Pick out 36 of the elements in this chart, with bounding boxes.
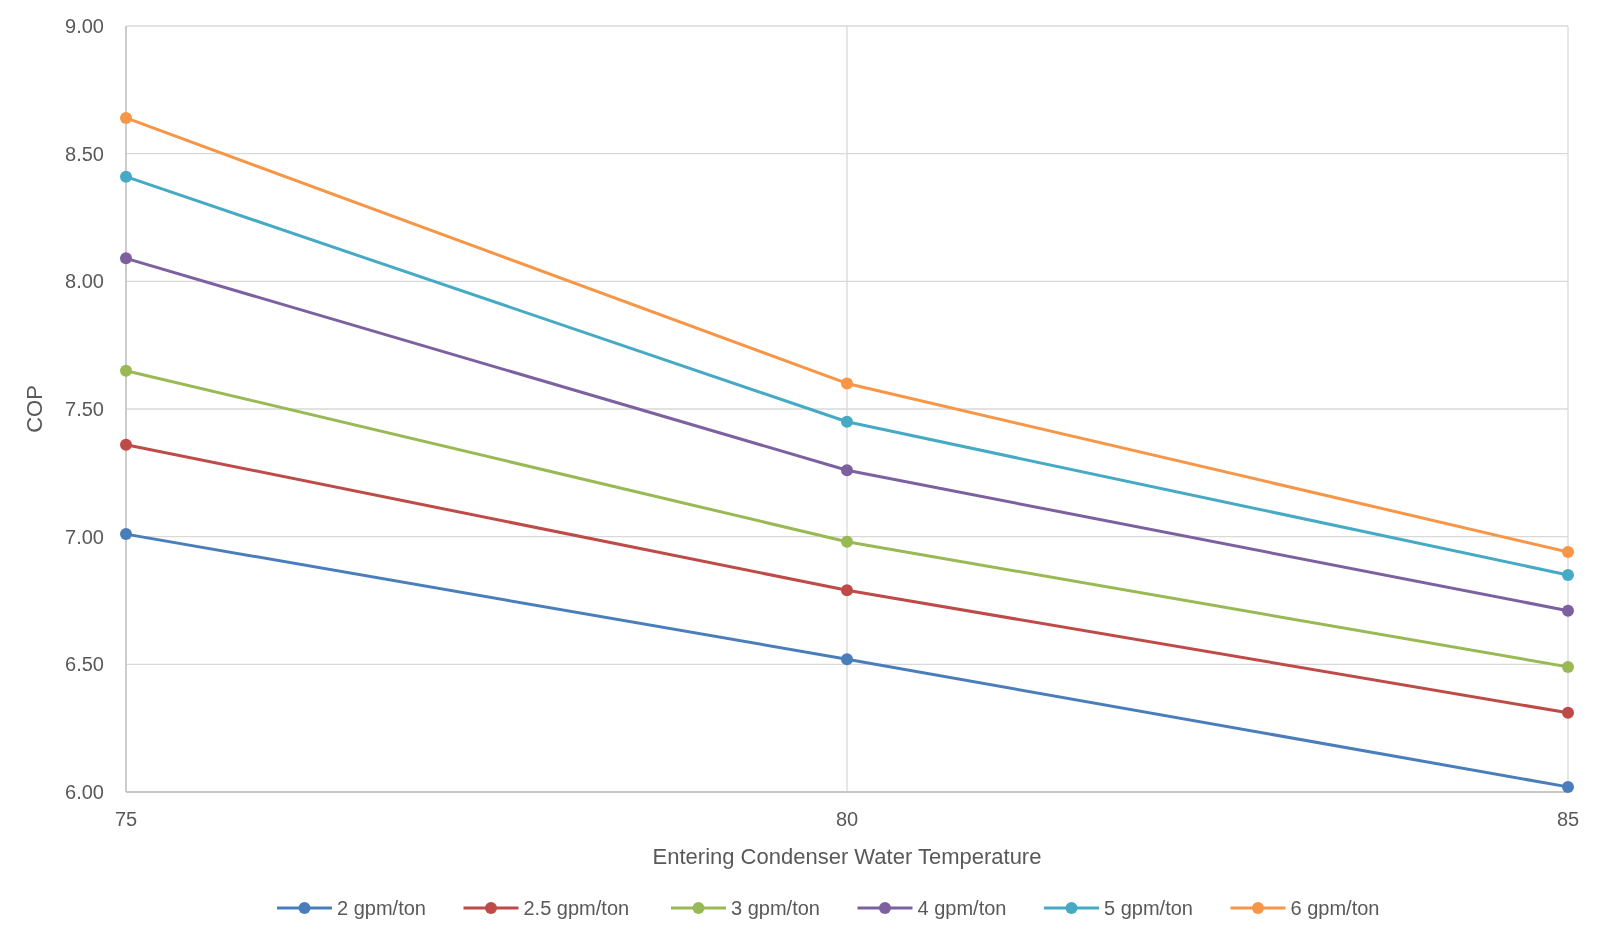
- point: [120, 252, 132, 265]
- legend-label: 2.5 gpm/ton: [523, 897, 630, 919]
- point: [1562, 604, 1574, 617]
- point: [841, 535, 853, 548]
- y-tick-label: 8.50: [65, 142, 104, 165]
- y-tick-label: 7.00: [65, 525, 104, 548]
- x-tick-label: 85: [1556, 808, 1580, 830]
- x-axis-title: Entering Condenser Water Temperature: [652, 844, 1042, 869]
- point: [841, 584, 853, 597]
- point: [1562, 660, 1574, 673]
- point: [841, 653, 853, 666]
- point: [1562, 706, 1574, 719]
- y-axis-title: COP: [22, 385, 47, 433]
- y-tick-label: 6.50: [65, 653, 104, 676]
- y-tick-label: 8.00: [65, 270, 104, 293]
- point: [1562, 780, 1574, 793]
- x-tick-label: 80: [835, 808, 859, 830]
- point: [120, 438, 132, 451]
- legend-label: 4 gpm/ton: [917, 897, 1007, 919]
- legend-label: 5 gpm/ton: [1104, 897, 1193, 919]
- point: [1562, 568, 1574, 581]
- point: [120, 364, 132, 377]
- point: [120, 170, 132, 183]
- legend-label: 3 gpm/ton: [731, 897, 820, 919]
- point: [841, 415, 853, 428]
- point: [841, 464, 853, 477]
- y-tick-label: 7.50: [65, 398, 104, 420]
- y-tick-label: 6.00: [65, 781, 104, 803]
- point: [120, 111, 132, 124]
- legend-label: 2 gpm/ton: [337, 897, 426, 919]
- point: [120, 528, 132, 541]
- x-tick-label: 75: [114, 808, 138, 830]
- point: [841, 377, 853, 390]
- y-tick-label: 9.00: [65, 15, 104, 37]
- legend-label: 6 gpm/ton: [1290, 897, 1380, 919]
- point: [1562, 545, 1574, 558]
